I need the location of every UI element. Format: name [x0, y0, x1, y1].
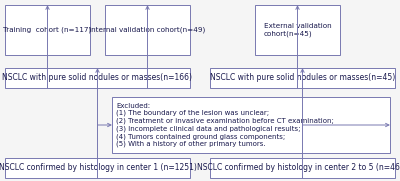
Bar — [5, 5, 90, 55]
Text: Excluded:
(1) The boundary of the lesion was unclear;
(2) Treatment or invasive : Excluded: (1) The boundary of the lesion… — [116, 103, 334, 147]
Text: External validation
cohort(n=45): External validation cohort(n=45) — [264, 23, 331, 37]
Text: NSCLC with pure solid nodules or masses(n=45): NSCLC with pure solid nodules or masses(… — [210, 73, 395, 83]
Bar — [5, 158, 190, 178]
Text: Internal validation cohort(n=49): Internal validation cohort(n=49) — [89, 27, 206, 33]
Text: Training  cohort (n=117): Training cohort (n=117) — [3, 27, 92, 33]
Bar — [210, 158, 395, 178]
Text: NSCLC with pure solid nodules or masses(n=166): NSCLC with pure solid nodules or masses(… — [2, 73, 192, 83]
Bar — [112, 97, 390, 153]
Bar — [5, 68, 190, 88]
Text: NSCLC confirmed by histology in center 1 (n=1251): NSCLC confirmed by histology in center 1… — [0, 163, 196, 172]
Bar — [210, 68, 395, 88]
Text: NSCLC confirmed by histology in center 2 to 5 (n=462): NSCLC confirmed by histology in center 2… — [197, 163, 400, 172]
Bar — [255, 5, 340, 55]
Bar — [105, 5, 190, 55]
